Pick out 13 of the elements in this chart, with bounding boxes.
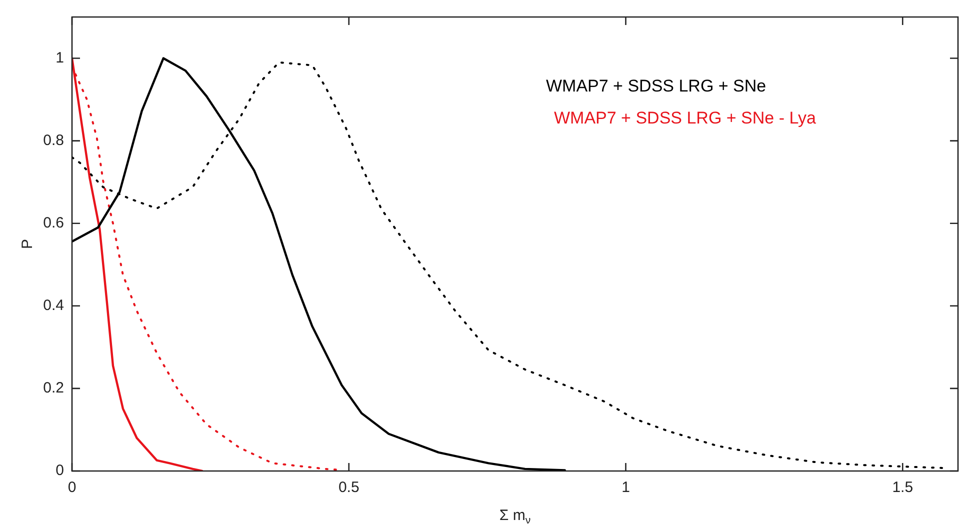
x-tick-label: 0.5	[338, 479, 360, 496]
y-axis-title: P	[19, 238, 36, 249]
x-tick-label: 1.5	[892, 479, 914, 496]
y-tick-label: 0.4	[43, 297, 64, 314]
y-tick-label: 0.2	[43, 380, 64, 397]
x-tick-label: 1	[622, 479, 630, 496]
y-tick-label: 1	[56, 49, 64, 66]
y-tick-label: 0.6	[43, 214, 64, 232]
text: WMAP7 + SDSS LRG + SNe - Lya	[554, 108, 817, 128]
y-tick-label: 0.8	[43, 132, 64, 149]
y-tick-label: 0	[56, 462, 64, 480]
text: WMAP7 + SDSS LRG + SNe	[546, 76, 766, 96]
x-tick-label: 0	[68, 479, 76, 496]
